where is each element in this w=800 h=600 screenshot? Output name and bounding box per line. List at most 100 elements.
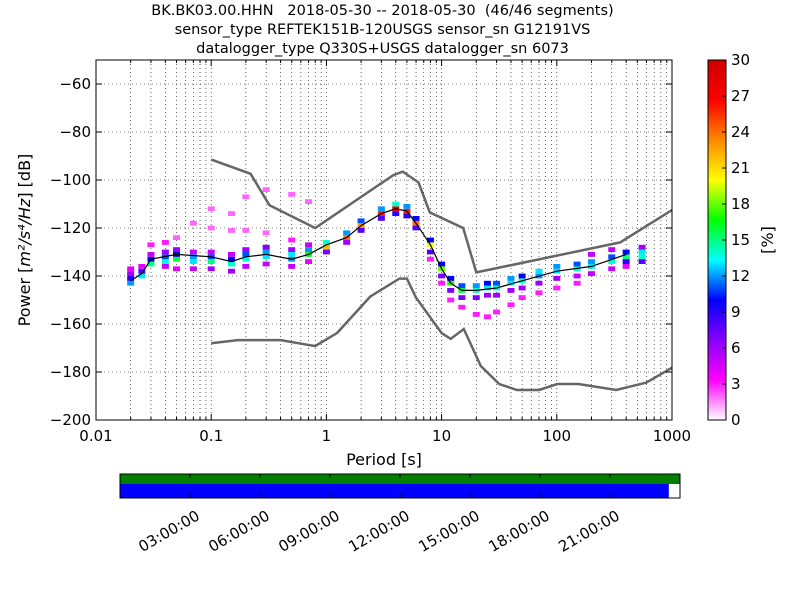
pdf-cell — [288, 192, 296, 197]
y-tick-label: −100 — [50, 171, 91, 189]
pdf-cell — [138, 268, 146, 274]
pdf-cell — [638, 244, 646, 250]
pdf-cell — [127, 280, 135, 286]
pdf-cell — [638, 254, 646, 260]
x-tick-label: 1 — [322, 427, 332, 445]
pdf-cell — [426, 237, 434, 243]
pdf-cell — [343, 240, 351, 245]
pdf-cell — [288, 252, 296, 257]
pdf-cell — [207, 259, 215, 264]
y-axis-label-prefix: Power [ — [15, 267, 34, 327]
pdf-cell — [227, 228, 235, 233]
y-tick-label: −80 — [59, 123, 91, 141]
pdf-cell — [447, 276, 455, 281]
pdf-cell — [147, 252, 155, 257]
pdf-cell — [518, 285, 526, 291]
pdf-cell — [173, 266, 181, 272]
pdf-cell — [127, 266, 135, 272]
pdf-cell — [507, 280, 515, 286]
pdf-cell — [173, 235, 181, 240]
pdf-cell — [608, 266, 616, 272]
colorbar-tick-label: 21 — [731, 159, 750, 177]
pdf-cell — [227, 268, 235, 274]
timeline-data-bar — [120, 484, 669, 498]
colorbar-tick-label: 3 — [731, 375, 741, 393]
pdf-cell — [507, 276, 515, 281]
timeline: 03:00:00 06:00:00 09:00:00 12:00:00 15:00:00… — [119, 473, 681, 556]
x-tick-label: 0.1 — [199, 427, 223, 445]
pdf-cell — [305, 247, 313, 252]
pdf-cell — [535, 290, 543, 296]
pdf-cell — [458, 295, 466, 300]
pdf-cell — [357, 218, 365, 224]
pdf-cell — [173, 256, 181, 262]
plot-area — [96, 60, 672, 420]
x-axis-label: Period [s] — [346, 450, 422, 469]
pdf-cell — [573, 280, 581, 286]
y-tick-label: −140 — [50, 267, 91, 285]
pdf-cell — [161, 264, 169, 269]
pdf-cell — [227, 261, 235, 267]
pdf-cell — [377, 216, 385, 221]
pdf-cell — [518, 295, 526, 300]
title-line: sensor_type REFTEK151B-120USGS sensor_sn… — [174, 22, 591, 38]
y-axis-label: Power [m²/s⁴/Hz] [dB] — [15, 154, 34, 327]
pdf-cell — [305, 242, 313, 248]
pdf-cell — [189, 249, 197, 255]
pdf-cell — [262, 244, 270, 250]
timeline-tick-label: 03:00:00 — [135, 507, 202, 556]
pdf-cell — [288, 264, 296, 269]
timeline-gap-bar — [120, 474, 680, 484]
timeline-tick-label: 18:00:00 — [485, 507, 552, 556]
pdf-cell — [242, 264, 250, 269]
timeline-tick-label: 06:00:00 — [205, 507, 272, 556]
pdf-cell — [147, 242, 155, 248]
pdf-cell — [147, 261, 155, 267]
pdf-cell — [227, 252, 235, 257]
colorbar-tick-label: 30 — [731, 51, 750, 69]
pdf-cell — [483, 292, 491, 298]
pdf-cell — [207, 206, 215, 212]
pdf-cell — [608, 254, 616, 260]
timeline-tick-label: 09:00:00 — [275, 507, 342, 556]
pdf-cell — [242, 247, 250, 252]
pdf-cell — [403, 204, 411, 209]
pdf-cell — [189, 259, 197, 264]
pdf-cell — [207, 249, 215, 255]
pdf-cell — [622, 264, 630, 269]
colorbar-axis: 0 3 6 9 12 15 18 21 24 27 30 — [722, 51, 750, 429]
colorbar-tick-label: 12 — [731, 267, 750, 285]
pdf-cell — [483, 280, 491, 286]
y-axis-label-suffix: ] [dB] — [15, 154, 34, 199]
pdf-cell — [553, 285, 561, 291]
pdf-cell — [458, 304, 466, 310]
x-tick-label: 100 — [542, 427, 571, 445]
y-tick-label: −180 — [50, 363, 91, 381]
pdf-cell — [507, 302, 515, 308]
pdf-cell — [472, 295, 480, 300]
colorbar-tick-label: 9 — [731, 303, 741, 321]
noise-models — [130, 158, 672, 392]
timeline-tick-label: 21:00:00 — [555, 507, 622, 556]
pdf-cell — [207, 225, 215, 231]
pdf-cell — [138, 264, 146, 269]
colorbar-tick-label: 27 — [731, 87, 750, 105]
pdf-cell — [262, 254, 270, 260]
pdf-cell — [161, 249, 169, 255]
pdf-cell — [412, 225, 420, 231]
plot-frame — [95, 59, 673, 421]
pdf-cell — [138, 273, 146, 279]
pdf-cell — [553, 264, 561, 269]
pdf-cell — [483, 285, 491, 291]
title-line: BK.BK03.00.HHN 2018-05-30 -- 2018-05-30 … — [151, 3, 614, 19]
pdf-cell — [608, 247, 616, 252]
pdf-cell — [377, 206, 385, 212]
pdf-cell — [573, 261, 581, 267]
pdf-cell — [412, 216, 420, 221]
timeline-tick-label: 12:00:00 — [345, 507, 412, 556]
pdf-cell — [518, 273, 526, 279]
colorbar-label: [%] — [758, 226, 777, 254]
pdf-cell — [127, 271, 135, 276]
pdf-cell — [242, 194, 250, 200]
pdf-cell — [173, 247, 181, 252]
